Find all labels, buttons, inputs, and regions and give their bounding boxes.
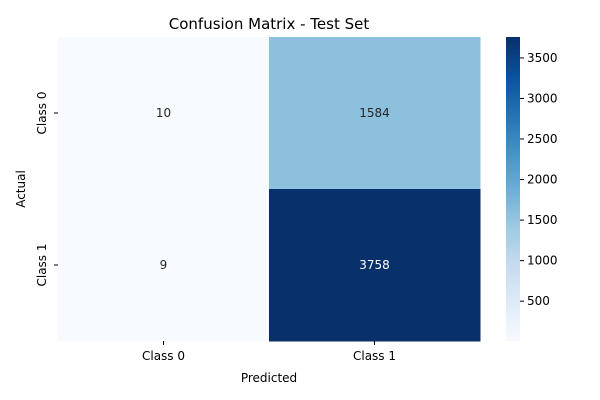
heatmap-cells: 10 1584 9 3758 (58, 37, 481, 342)
colorbar-tick-label: 500 (527, 294, 550, 308)
colorbar-axis: 500 1000 1500 2000 2500 3000 3500 (520, 51, 558, 308)
cell-value-label: 1584 (359, 106, 390, 120)
x-axis-label: Predicted (241, 371, 297, 385)
colorbar-tick-label: 1000 (527, 254, 558, 268)
colorbar (506, 37, 520, 341)
x-axis: Class 0 Class 1 (142, 341, 396, 363)
cell-value-label: 9 (160, 258, 168, 272)
y-axis-label: Actual (14, 170, 28, 208)
heatmap-cell (269, 189, 481, 342)
cell-value-label: 3758 (359, 258, 390, 272)
colorbar-tick-label: 3000 (527, 91, 558, 105)
colorbar-tick-label: 3500 (527, 51, 558, 65)
cell-value-label: 10 (156, 106, 171, 120)
colorbar-tick-label: 1500 (527, 213, 558, 227)
colorbar-tick-label: 2500 (527, 132, 558, 146)
heatmap-cell (269, 37, 481, 190)
chart-title: Confusion Matrix - Test Set (169, 15, 370, 33)
heatmap-cell (58, 37, 270, 190)
y-tick-label: Class 1 (35, 243, 49, 286)
colorbar-tick-label: 2000 (527, 173, 558, 187)
y-tick-label: Class 0 (35, 91, 49, 134)
x-tick-label: Class 0 (142, 349, 185, 363)
heatmap-cell (58, 189, 270, 342)
x-tick-label: Class 1 (353, 349, 396, 363)
y-axis: Class 0 Class 1 (35, 91, 58, 287)
